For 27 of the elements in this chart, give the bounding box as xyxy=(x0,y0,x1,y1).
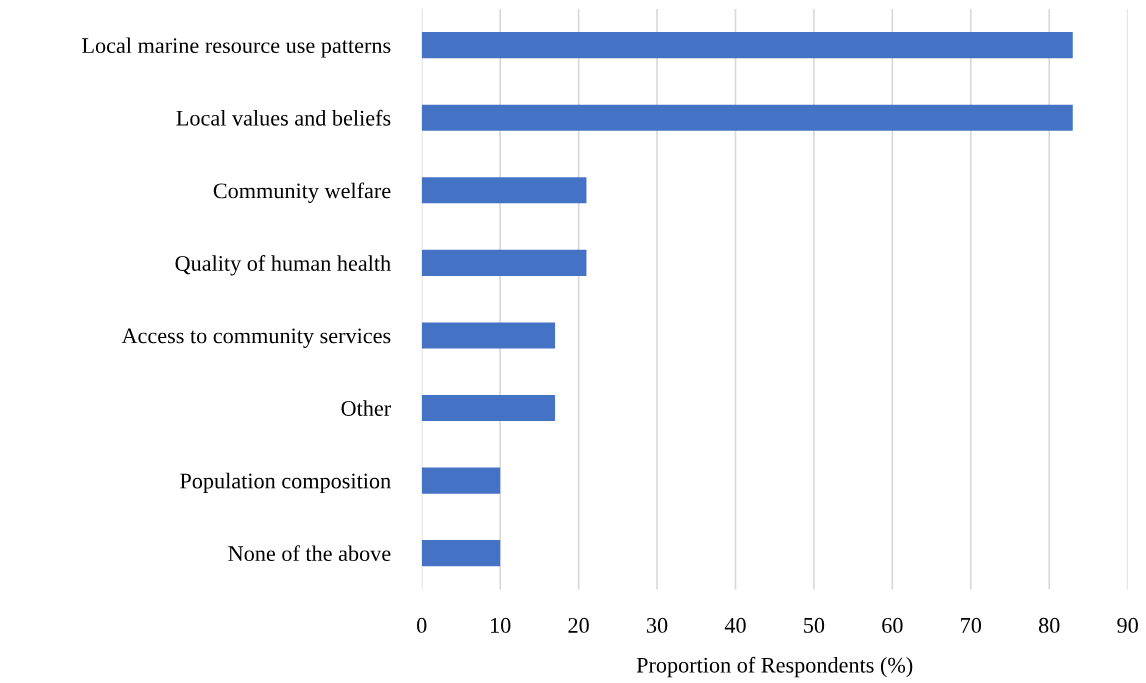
bar xyxy=(421,322,556,349)
y-tick-label: Local values and beliefs xyxy=(176,109,391,126)
x-axis-title: Proportion of Respondents (%) xyxy=(636,656,913,678)
y-tick-label: Community welfare xyxy=(213,182,391,203)
y-tick-label: Local marine resource use patterns xyxy=(82,37,391,58)
bar xyxy=(421,104,1073,131)
bar xyxy=(421,394,556,422)
bar xyxy=(421,249,587,276)
x-tick-label: 10 xyxy=(491,617,511,633)
x-tick-label: 30 xyxy=(646,617,668,633)
y-tick-label: Other xyxy=(341,400,391,416)
y-tick-label: None of the above xyxy=(228,545,391,562)
y-tick-label: Access to community services xyxy=(121,328,391,348)
x-tick-label: 80 xyxy=(1038,617,1060,633)
bar xyxy=(421,540,501,567)
x-tick-label: 70 xyxy=(961,617,982,633)
x-tick-label: 20 xyxy=(568,617,589,633)
y-tick-label: Quality of human health xyxy=(175,255,391,276)
x-tick-label: 40 xyxy=(724,617,746,633)
x-tick-label: 90 xyxy=(1117,617,1138,633)
x-tick-label: 50 xyxy=(804,617,825,633)
bar xyxy=(421,467,501,494)
x-tick-label: 0 xyxy=(417,617,427,633)
x-tick-label: 60 xyxy=(882,617,903,633)
bar xyxy=(421,177,587,204)
y-tick-label: Population composition xyxy=(180,472,391,494)
bar xyxy=(421,32,1073,59)
